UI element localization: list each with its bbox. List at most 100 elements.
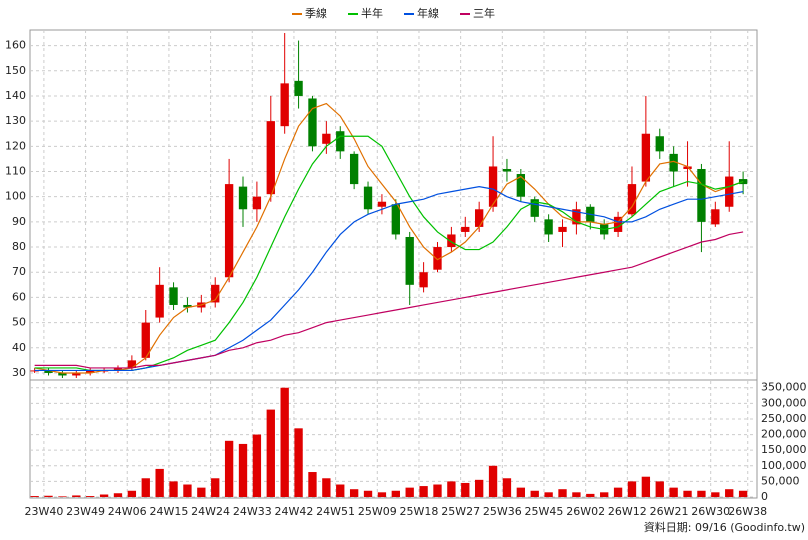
x-tick-label: 26W02 [566,505,605,518]
volume-bar [697,490,706,497]
candle-body [391,204,400,235]
candle-body [169,287,178,305]
volume-bar [72,495,81,497]
candle-body [461,226,470,232]
volume-bar [433,484,442,497]
volume-bar [113,493,123,497]
candle-body [433,247,442,270]
candle-body [502,168,512,172]
volume-bar [461,482,470,497]
x-tick-label: 23W40 [24,505,63,518]
volume-bar [738,490,748,497]
x-tick-label: 26W38 [728,505,767,518]
candle-body [113,367,123,371]
volume-bar [252,434,262,497]
candle-body [613,216,623,232]
x-tick-label: 24W15 [149,505,188,518]
legend-label: 三年 [473,6,495,20]
volume-bar [641,476,651,497]
candle-body [294,80,303,96]
volume-bar [530,490,539,497]
volume-bar [600,492,609,497]
volume-bar [86,496,95,497]
candle-body [252,196,262,210]
candle-body [266,121,275,195]
x-tick-label: 25W18 [400,505,439,518]
candle-body [58,372,67,376]
candle-body [127,360,137,368]
y2-tick-label: 250,000 [761,412,807,425]
y-tick-label: 40 [12,341,26,354]
volume-bar [488,465,498,497]
volume-bar [572,492,581,497]
candle-body [280,83,289,127]
candle-body [72,372,81,376]
candle-body [558,226,567,232]
x-tick-label: 23W49 [66,505,105,518]
volume-bar [141,478,150,497]
volume-bar [627,481,637,497]
y-tick-label: 80 [12,240,26,253]
candle-body [363,186,373,210]
volume-bar [391,490,400,497]
volume-bar [238,443,248,497]
volume-bar [99,494,109,497]
volume-bar [669,487,678,497]
y-tick-label: 140 [5,89,26,102]
volume-bar [586,493,595,497]
ma-line [34,102,744,374]
volume-bar [322,478,331,497]
volume-bar [349,489,359,497]
legend-label: 季線 [305,6,327,20]
y-tick-label: 60 [12,290,26,303]
volume-bar [280,387,289,497]
candle-body [669,153,678,172]
volume-bar [725,489,734,497]
candle-body [141,322,150,358]
legend-label: 年線 [417,6,439,20]
y2-tick-label: 0 [761,490,768,503]
x-tick-label: 26W21 [650,505,689,518]
volume-bar [266,409,275,497]
candle-body [697,168,706,222]
volume-bar [405,487,414,497]
source-note: 資料日期: 09/16 (Goodinfo.tw) [644,520,805,534]
y-tick-label: 30 [12,366,26,379]
volume-bar [377,492,387,497]
volume-bar [183,484,192,497]
volume-bar [474,479,484,497]
volume-bar [224,440,234,497]
x-tick-label: 24W42 [275,505,314,518]
candle-body [377,201,387,207]
plot-frame [29,29,758,499]
candle-body [641,133,651,182]
y-tick-label: 120 [5,139,26,152]
volume-bar [58,496,67,497]
volume-bar [197,487,206,497]
volume-bar [211,478,220,497]
y2-tick-label: 300,000 [761,396,807,409]
candle-body [405,236,414,285]
volume-bar [308,472,317,497]
volume-bar [363,490,373,497]
x-tick-label: 24W24 [191,505,230,518]
y2-tick-label: 50,000 [761,474,800,487]
y-tick-label: 50 [12,316,26,329]
candle-body [322,133,331,144]
candle-body [211,284,220,303]
volume-bar [169,481,178,497]
candle-body [725,176,734,207]
candle-body [474,209,484,227]
x-tick-label: 24W51 [316,505,355,518]
volume-bar [516,487,526,497]
candle-body [655,136,664,152]
volume-bar [544,492,553,497]
volume-bar [336,484,345,497]
candle-body [516,174,526,197]
volume-bar [155,468,164,497]
candle-body [572,209,581,225]
x-tick-label: 26W30 [691,505,730,518]
volume-bar [683,490,692,497]
volume-bar [30,496,39,497]
